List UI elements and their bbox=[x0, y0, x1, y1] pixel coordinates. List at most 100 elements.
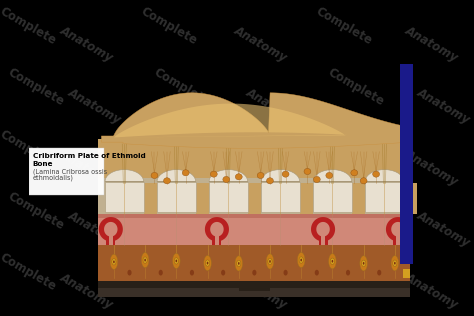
Ellipse shape bbox=[301, 259, 302, 261]
Ellipse shape bbox=[238, 262, 239, 265]
Ellipse shape bbox=[266, 178, 273, 184]
Ellipse shape bbox=[362, 260, 366, 266]
Ellipse shape bbox=[143, 257, 147, 263]
Ellipse shape bbox=[282, 171, 289, 177]
Polygon shape bbox=[391, 222, 405, 237]
Polygon shape bbox=[235, 256, 243, 271]
Polygon shape bbox=[210, 222, 224, 237]
Text: (Lamina Cribrosa ossis: (Lamina Cribrosa ossis bbox=[33, 169, 107, 175]
Bar bbox=[261, 181, 300, 212]
Text: Anatomy: Anatomy bbox=[232, 271, 290, 312]
Text: Anatomy: Anatomy bbox=[58, 271, 115, 312]
Ellipse shape bbox=[283, 270, 288, 276]
Ellipse shape bbox=[237, 260, 241, 267]
Polygon shape bbox=[297, 252, 305, 268]
Bar bbox=[98, 214, 410, 245]
Polygon shape bbox=[99, 217, 123, 241]
Ellipse shape bbox=[159, 270, 163, 276]
Ellipse shape bbox=[210, 171, 217, 177]
Bar bbox=[352, 183, 365, 214]
Text: Complete: Complete bbox=[5, 190, 66, 232]
Text: Anatomy: Anatomy bbox=[402, 147, 460, 188]
Text: Complete: Complete bbox=[0, 128, 58, 171]
Ellipse shape bbox=[313, 176, 320, 183]
Polygon shape bbox=[173, 253, 180, 269]
Ellipse shape bbox=[351, 170, 358, 176]
Ellipse shape bbox=[269, 260, 271, 263]
Polygon shape bbox=[141, 252, 149, 268]
Ellipse shape bbox=[174, 258, 178, 264]
Text: Anatomy: Anatomy bbox=[58, 147, 115, 188]
Polygon shape bbox=[209, 170, 247, 181]
Polygon shape bbox=[104, 222, 118, 237]
Text: Anatomy: Anatomy bbox=[402, 271, 460, 312]
Ellipse shape bbox=[207, 262, 209, 264]
Bar bbox=[105, 181, 144, 212]
Ellipse shape bbox=[128, 270, 132, 276]
Ellipse shape bbox=[257, 173, 264, 179]
Bar bbox=[98, 291, 410, 297]
Text: Complete: Complete bbox=[139, 251, 200, 294]
Ellipse shape bbox=[223, 176, 230, 183]
Text: Anatomy: Anatomy bbox=[58, 24, 115, 65]
Ellipse shape bbox=[373, 171, 380, 177]
Ellipse shape bbox=[235, 174, 242, 180]
Text: ethmoidalis): ethmoidalis) bbox=[33, 175, 73, 181]
Text: Complete: Complete bbox=[151, 66, 212, 109]
Bar bbox=[403, 270, 410, 278]
Ellipse shape bbox=[394, 262, 396, 264]
Ellipse shape bbox=[113, 260, 115, 263]
Text: Complete: Complete bbox=[313, 128, 374, 171]
Polygon shape bbox=[205, 217, 229, 241]
Polygon shape bbox=[157, 170, 196, 181]
Text: Complete: Complete bbox=[313, 4, 374, 47]
Ellipse shape bbox=[332, 260, 333, 263]
Bar bbox=[144, 183, 157, 214]
Ellipse shape bbox=[346, 270, 350, 276]
Ellipse shape bbox=[164, 178, 171, 184]
Bar bbox=[270, 288, 410, 291]
Text: Bone: Bone bbox=[33, 161, 53, 167]
Ellipse shape bbox=[326, 173, 333, 179]
Bar bbox=[98, 178, 410, 214]
Text: Anatomy: Anatomy bbox=[66, 209, 123, 250]
Polygon shape bbox=[360, 256, 367, 271]
Ellipse shape bbox=[377, 270, 381, 276]
Text: Complete: Complete bbox=[325, 190, 386, 232]
Text: Complete: Complete bbox=[139, 128, 200, 171]
Text: Anatomy: Anatomy bbox=[232, 24, 290, 65]
Polygon shape bbox=[266, 254, 274, 269]
Ellipse shape bbox=[393, 260, 397, 266]
Bar bbox=[401, 64, 413, 264]
Ellipse shape bbox=[299, 257, 303, 263]
Polygon shape bbox=[311, 217, 335, 241]
Ellipse shape bbox=[182, 170, 189, 176]
FancyBboxPatch shape bbox=[29, 148, 104, 196]
Text: Complete: Complete bbox=[325, 66, 386, 109]
Polygon shape bbox=[105, 170, 144, 181]
Ellipse shape bbox=[252, 270, 256, 276]
Text: Anatomy: Anatomy bbox=[414, 86, 472, 126]
Ellipse shape bbox=[304, 168, 311, 174]
Bar bbox=[98, 245, 410, 281]
Bar bbox=[365, 181, 404, 212]
Text: Complete: Complete bbox=[0, 4, 58, 47]
Polygon shape bbox=[328, 254, 336, 269]
Text: Complete: Complete bbox=[139, 4, 200, 47]
Polygon shape bbox=[391, 256, 399, 271]
Polygon shape bbox=[386, 217, 410, 241]
Text: Cribriform Plate of Ethmoid: Cribriform Plate of Ethmoid bbox=[33, 153, 146, 159]
Ellipse shape bbox=[112, 258, 116, 265]
Ellipse shape bbox=[175, 259, 177, 262]
Bar bbox=[313, 181, 352, 212]
Text: Complete: Complete bbox=[151, 190, 212, 232]
Bar bbox=[98, 139, 410, 184]
Text: Anatomy: Anatomy bbox=[402, 24, 460, 65]
Bar bbox=[98, 281, 410, 297]
Bar bbox=[209, 181, 247, 212]
Polygon shape bbox=[204, 256, 211, 270]
Polygon shape bbox=[316, 222, 330, 237]
Polygon shape bbox=[101, 93, 401, 148]
Ellipse shape bbox=[315, 270, 319, 276]
Polygon shape bbox=[365, 170, 404, 181]
